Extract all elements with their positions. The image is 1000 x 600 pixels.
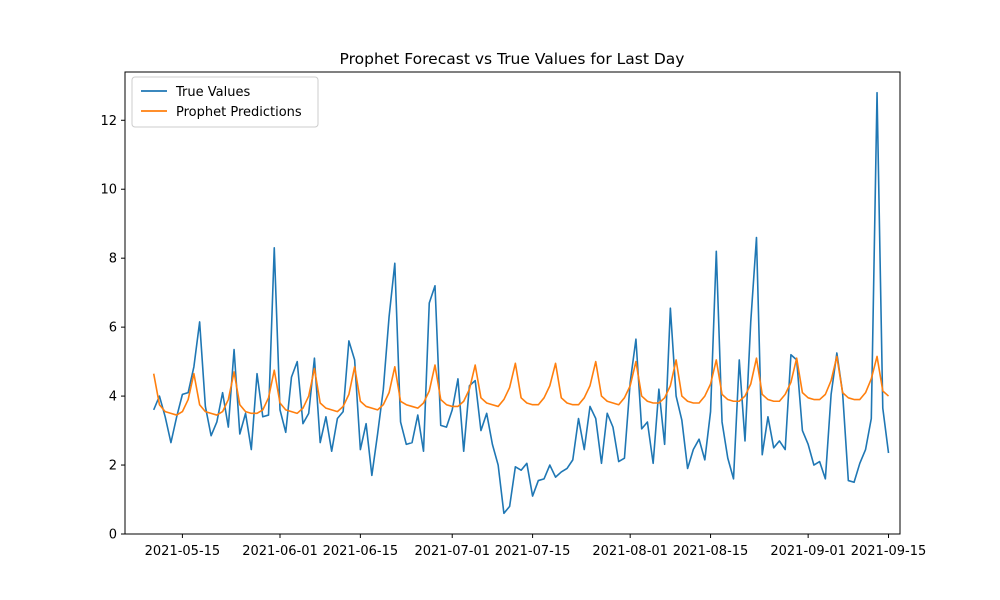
series-line-prophet-predictions: [152, 355, 890, 416]
x-tick-label: 2021-09-01: [770, 544, 846, 559]
y-tick-label: 12: [100, 114, 117, 129]
y-tick-label: 8: [109, 252, 117, 267]
x-tick-label: 2021-08-15: [673, 544, 749, 559]
x-tick-label: 2021-06-15: [323, 544, 399, 559]
x-tick-label: 2021-07-15: [495, 544, 571, 559]
x-tick-label: 2021-07-01: [414, 544, 490, 559]
y-tick-label: 2: [109, 459, 117, 474]
y-tick-label: 4: [109, 390, 117, 405]
legend-label-true-values: True Values: [175, 85, 250, 100]
plot-lines: [152, 91, 890, 515]
axes: 2021-05-15 2021-06-01 2021-06-15 2021-07-01…: [100, 71, 927, 559]
legend-box: [131, 76, 319, 128]
plot-frame: [124, 71, 901, 535]
chart-title: Prophet Forecast vs True Values for Last…: [340, 50, 685, 68]
legend: True Values Prophet Predictions: [131, 76, 319, 128]
series-line-true-values: [152, 91, 890, 515]
y-tick-label: 10: [100, 183, 117, 198]
x-tick-label: 2021-06-01: [242, 544, 318, 559]
x-tick-label: 2021-05-15: [145, 544, 221, 559]
x-tick-label: 2021-09-15: [851, 544, 927, 559]
y-tick-label: 6: [109, 321, 117, 336]
y-tick-label: 0: [109, 528, 117, 543]
legend-label-prophet-predictions: Prophet Predictions: [176, 105, 302, 120]
x-tick-label: 2021-08-01: [592, 544, 668, 559]
